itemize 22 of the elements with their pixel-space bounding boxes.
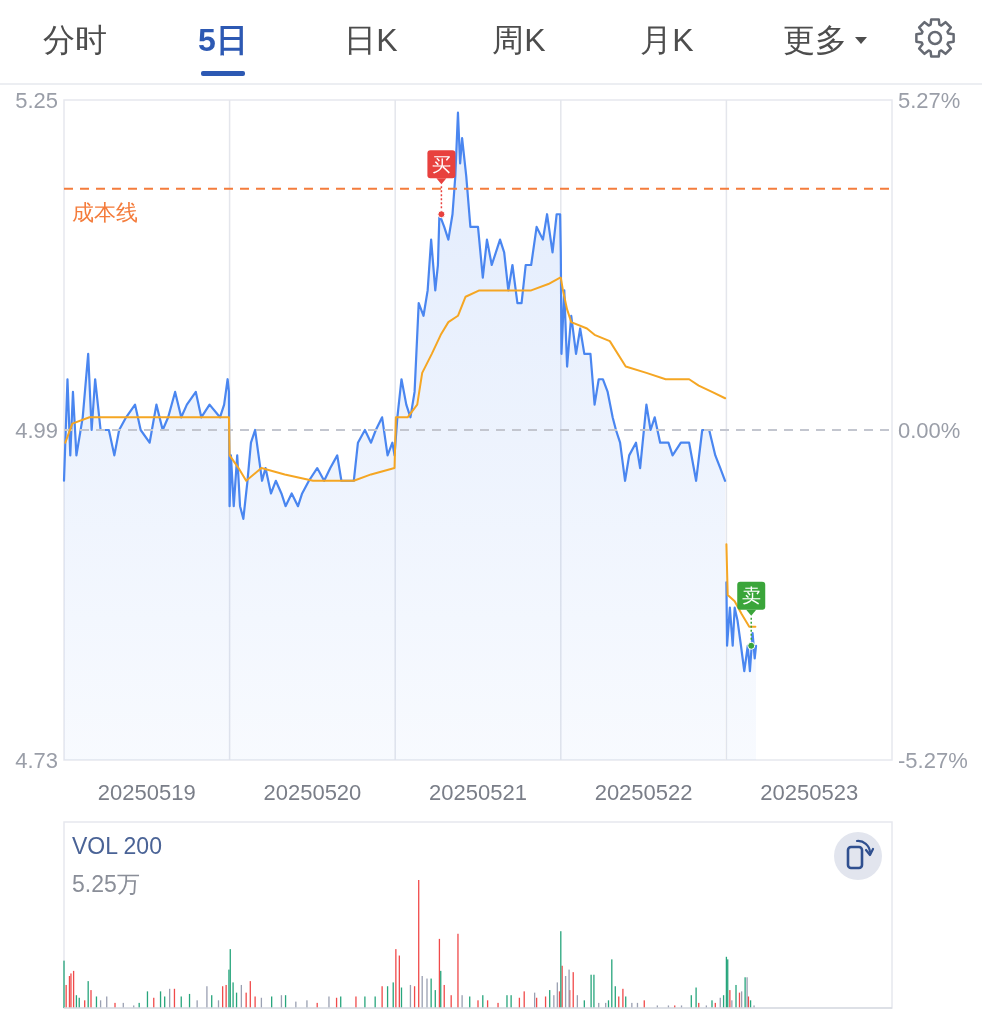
annotation: 5.25万 [72,871,140,897]
x-tick-label: 20250519 [97,779,196,805]
y2-tick-label: 5.27% [898,87,961,113]
text: 月K [640,22,694,58]
y-tick-label: 4.73 [15,747,58,773]
annotation: 买 [431,153,451,175]
y2-tick-label: -5.27% [898,747,968,773]
y-tick-label: 5.25 [15,87,58,113]
y-tick-label: 4.99 [15,417,58,443]
text: 更多 [783,22,847,58]
x-tick-label: 20250520 [263,779,362,805]
x-tick-label: 20250521 [429,779,527,805]
x-tick-label: 20250523 [760,779,859,805]
text: 日K [344,22,398,58]
text: 分时 [43,22,107,58]
chart-title: VOL 200 [72,833,162,859]
x-tick-label: 20250522 [594,779,693,805]
text: 周K [492,22,546,58]
y2-tick-label: 0.00% [898,417,961,443]
annotation: 卖 [741,585,761,607]
text: 5日 [198,22,248,58]
ref-line-label: 成本线 [72,200,138,226]
